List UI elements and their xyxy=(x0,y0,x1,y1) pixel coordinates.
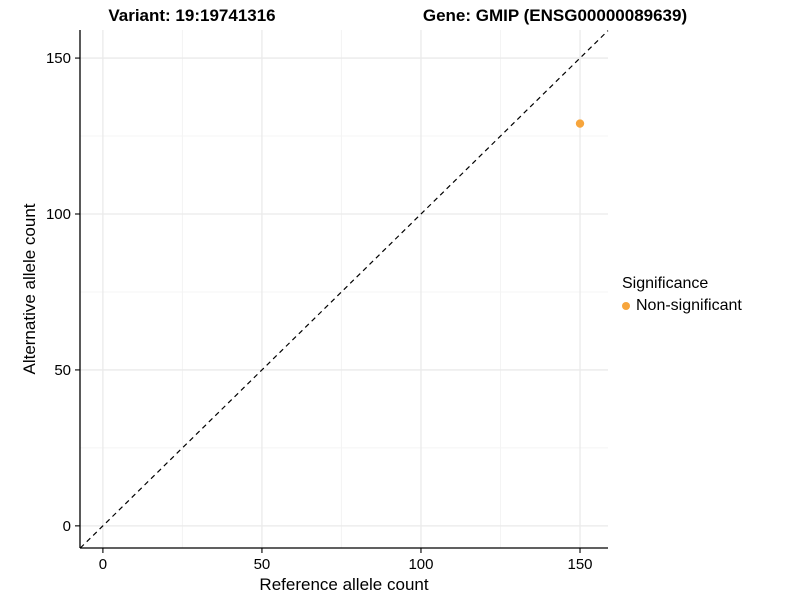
x-axis-title: Reference allele count xyxy=(259,575,429,594)
y-tick-label: 50 xyxy=(54,362,71,379)
x-tick-label: 150 xyxy=(567,556,592,573)
legend-title: Significance xyxy=(622,275,709,292)
y-tick-label: 150 xyxy=(46,50,71,67)
legend-item-label: Non-significant xyxy=(636,297,742,314)
x-tick-label: 0 xyxy=(99,556,107,573)
x-tick-label: 100 xyxy=(408,556,433,573)
legend-point-icon xyxy=(622,302,630,310)
x-tick-label: 50 xyxy=(254,556,271,573)
legend-item: Non-significant xyxy=(622,297,742,315)
plot-title-variant: Variant: 19:19741316 xyxy=(108,6,276,25)
legend: Significance Non-significant xyxy=(622,275,742,315)
data-point xyxy=(575,119,585,128)
y-tick-label: 100 xyxy=(46,206,71,223)
plot-title-gene: Gene: GMIP (ENSG00000089639) xyxy=(422,6,688,25)
y-tick-label: 0 xyxy=(63,518,71,535)
y-axis-title: Alternative allele count xyxy=(20,203,39,375)
plot-panel: 0 50 100 150 0 50 100 150 xyxy=(46,30,609,573)
identity-reference-line xyxy=(79,30,609,549)
scatter-plot-svg: 0 50 100 150 0 50 100 150 xyxy=(46,30,609,573)
